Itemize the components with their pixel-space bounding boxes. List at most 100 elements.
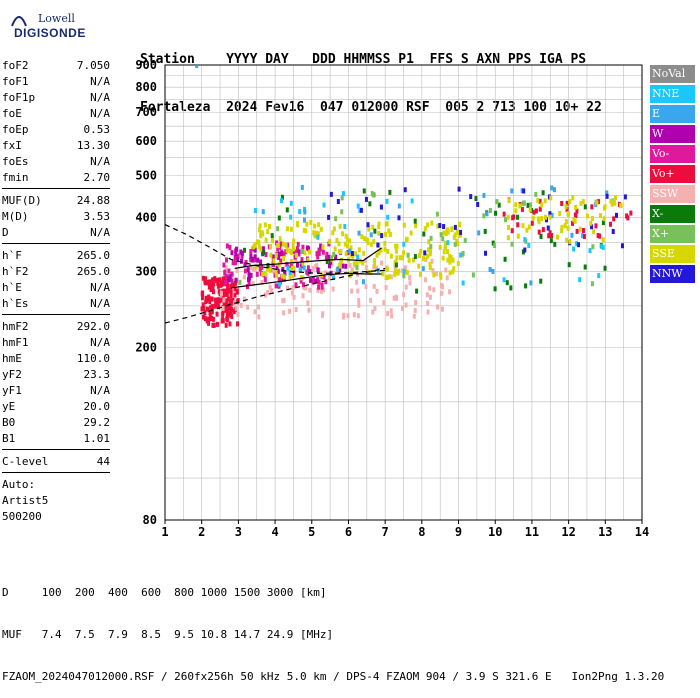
scatter-point-vo-: [201, 314, 205, 320]
scatter-point-ssw: [306, 300, 310, 306]
scatter-point-vo-: [282, 251, 286, 257]
scatter-point-sse-upper: [566, 212, 570, 218]
scatter-point-vo-: [235, 288, 239, 294]
scatter-point-nne: [597, 273, 601, 279]
auto-label: Auto:: [2, 478, 36, 491]
scatter-point-sse-upper: [602, 216, 606, 222]
scatter-point-nne: [356, 203, 360, 209]
scatter-point-nnw: [359, 207, 363, 213]
scatter-point-sse: [296, 221, 300, 227]
scatter-point-ssw: [356, 313, 360, 319]
legend-item-w: W: [650, 125, 695, 143]
scatter-point-sse-upper: [560, 224, 564, 230]
scatter-point-ssw: [428, 294, 432, 300]
scatter-point-vo-: [217, 289, 221, 295]
scatter-point-vo-: [218, 277, 222, 283]
scatter-point-vo-: [200, 306, 204, 312]
param-row-hme: hmE 110.0: [2, 351, 110, 367]
param-value: 0.53: [83, 123, 111, 136]
scatter-point-sse: [299, 275, 303, 281]
scatter-point-vo-: [224, 307, 228, 313]
scatter-point-e: [300, 184, 304, 190]
param-value: 29.2: [83, 416, 111, 429]
scatter-point-w: [283, 270, 287, 276]
scatter-point-vo-upper: [534, 208, 538, 214]
scatter-point-ssw: [380, 260, 384, 266]
scatter-point-x-: [402, 273, 406, 279]
scatter-point-nne: [331, 275, 335, 281]
scatter-point-x-: [516, 214, 520, 220]
divider: [2, 188, 110, 189]
scatter-point-e: [303, 209, 307, 215]
scatter-point-ssw: [393, 263, 397, 269]
logo-mark-icon: [11, 16, 27, 27]
scatter-point-w: [341, 263, 345, 269]
scatter-point-ssw: [389, 274, 393, 280]
scatter-point-ssw: [341, 314, 345, 320]
scatter-point-w: [283, 270, 287, 276]
scatter-point-sse: [332, 226, 336, 232]
scatter-point-w: [337, 266, 341, 272]
scatter-point-vo-upper: [516, 222, 520, 228]
scatter-point-sse: [383, 246, 387, 252]
scatter-point-x-: [332, 251, 336, 257]
scatter-point-ssw: [291, 285, 295, 291]
scatter-point-vo-: [226, 312, 230, 318]
scatter-point-sse-upper: [528, 207, 532, 213]
scatter-point-sse: [393, 270, 397, 276]
scatter-point-sse: [257, 244, 261, 250]
scatter-point-sse: [320, 272, 324, 278]
scatter-point-sse: [444, 231, 448, 237]
param-label: hmF2: [2, 320, 29, 333]
legend-item-nne: NNE: [650, 85, 695, 103]
scatter-point-sse: [289, 259, 293, 265]
scatter-point-sse: [418, 253, 422, 259]
scatter-point-x-: [510, 241, 514, 247]
scatter-point-x-: [497, 202, 501, 208]
legend-item-sse: SSE: [650, 245, 695, 263]
scatter-point-ssw: [339, 260, 343, 266]
scatter-point-sse: [377, 230, 381, 236]
scatter-point-nnw: [403, 187, 407, 193]
scatter-point-x-: [370, 190, 374, 196]
scatter-point-vo-: [225, 309, 229, 315]
scatter-point-sse: [389, 253, 393, 259]
scatter-point-w: [259, 259, 263, 265]
scatter-point-ssw: [269, 263, 273, 269]
scatter-point-vo-: [311, 276, 315, 282]
scatter-point-vo-: [216, 280, 220, 286]
scatter-point-ssw: [350, 288, 354, 294]
param-label: foEs: [2, 155, 29, 168]
scatter-point-x-: [388, 189, 392, 195]
scatter-point-ssw: [357, 302, 361, 308]
scatter-point-vo-: [280, 276, 284, 282]
scatter-point-nne: [386, 214, 390, 220]
scatter-point-sse: [288, 273, 292, 279]
scatter-point-ssw: [288, 308, 292, 314]
scatter-point-sse: [384, 274, 388, 280]
curve-dashed-trace: [164, 224, 386, 275]
scatter-point-vo-: [234, 248, 238, 254]
y-tick-label: 200: [135, 341, 157, 355]
scatter-point-x-: [539, 278, 543, 284]
scatter-point-sse: [291, 265, 295, 271]
param-label: foEp: [2, 123, 29, 136]
scatter-point-sse: [446, 249, 450, 255]
scatter-point-sse: [339, 248, 343, 254]
scatter-point-sse-upper: [516, 233, 520, 239]
scatter-point-vo-: [276, 246, 280, 252]
scatter-point-e: [482, 192, 486, 198]
scatter-point-vo-: [244, 259, 248, 265]
scatter-point-nne: [278, 281, 282, 287]
scatter-point-sse: [383, 240, 387, 246]
scatter-point-vo-: [210, 283, 214, 289]
scatter-point-sse: [328, 239, 332, 245]
scatter-point-x-: [413, 254, 417, 260]
scatter-point-vo-: [221, 318, 225, 324]
scatter-point-sse: [355, 261, 359, 267]
scatter-point-x-: [394, 262, 398, 268]
param-value: 3.53: [83, 210, 111, 223]
x-tick-label: 8: [418, 525, 425, 539]
scatter-point-vo-: [275, 240, 279, 246]
scatter-point-sse: [418, 271, 422, 277]
